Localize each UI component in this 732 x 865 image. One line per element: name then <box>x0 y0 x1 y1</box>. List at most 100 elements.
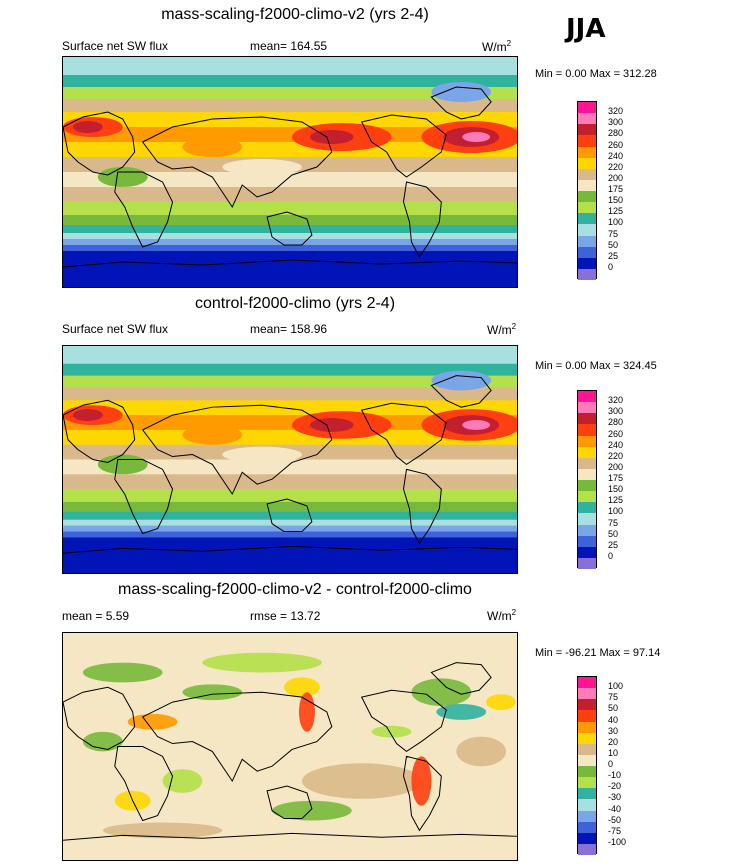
panel2-map <box>62 345 518 574</box>
colorbar-label: 75 <box>608 692 619 703</box>
map-svg <box>63 346 517 573</box>
colorbar-swatch <box>578 754 596 766</box>
colorbar-swatch <box>578 424 596 436</box>
colorbar-label: 100 <box>608 217 624 228</box>
colorbar-swatch <box>578 157 596 169</box>
colorbar-swatch <box>578 843 596 855</box>
panel3-map <box>62 632 518 861</box>
colorbar-label: 320 <box>608 395 624 406</box>
colorbar-label: 50 <box>608 239 619 250</box>
colorbar-label: 10 <box>608 747 619 758</box>
colorbar-swatch <box>578 502 596 514</box>
colorbar-label: 150 <box>608 195 624 206</box>
colorbar-label: 75 <box>608 228 619 239</box>
colorbar-swatch <box>578 766 596 778</box>
colorbar-swatch <box>578 413 596 425</box>
panel2-units: W/m2 <box>487 322 517 337</box>
colorbar-swatch <box>578 810 596 822</box>
colorbar-swatch <box>578 213 596 225</box>
colorbar-swatch <box>578 721 596 733</box>
colorbar-swatch <box>578 546 596 558</box>
colorbar-swatch <box>578 113 596 125</box>
panel1-title: mass-scaling-f2000-climo-v2 (yrs 2-4) <box>161 6 429 23</box>
panel3-colorbar <box>577 676 597 855</box>
colorbar-label: -20 <box>608 781 622 792</box>
panel3-mean-label: mean = 5.59 <box>62 609 130 623</box>
colorbar-label: 50 <box>608 703 619 714</box>
colorbar-swatch <box>578 699 596 711</box>
panel2-left-label: Surface net SW flux <box>62 322 169 336</box>
colorbar-label: 0 <box>608 550 614 561</box>
map-svg <box>63 633 517 860</box>
colorbar-swatch <box>578 224 596 236</box>
colorbar-swatch <box>578 710 596 722</box>
panel2-minmax: Min = 0.00 Max = 324.45 <box>535 360 657 372</box>
colorbar-label: 320 <box>608 106 624 117</box>
colorbar-swatch <box>578 202 596 214</box>
colorbar-swatch <box>578 124 596 136</box>
colorbar-swatch <box>578 235 596 247</box>
colorbar-swatch <box>578 146 596 158</box>
colorbar-label: 175 <box>608 473 624 483</box>
season-label: JJA <box>566 14 606 44</box>
colorbar-label: 125 <box>608 206 624 217</box>
colorbar-label: 280 <box>608 128 624 139</box>
colorbar-swatch <box>578 468 596 480</box>
colorbar-swatch <box>578 788 596 800</box>
colorbar-label: 260 <box>608 139 624 150</box>
colorbar-label: 50 <box>608 528 619 539</box>
panel1-colorbar <box>577 101 597 280</box>
panel3-title: mass-scaling-f2000-climo-v2 - control-f2… <box>118 581 472 598</box>
panel1-mean-label: mean= 164.55 <box>250 39 328 53</box>
colorbar-swatch <box>578 513 596 525</box>
panel1-left-label: Surface net SW flux <box>62 39 169 53</box>
colorbar-label: 0 <box>608 759 614 769</box>
colorbar-swatch <box>578 102 596 114</box>
colorbar-label: 240 <box>608 150 624 161</box>
panel1-minmax: Min = 0.00 Max = 312.28 <box>535 68 657 80</box>
colorbar-swatch <box>578 821 596 833</box>
colorbar-label: 25 <box>608 539 619 550</box>
colorbar-label: -50 <box>608 814 622 825</box>
colorbar-swatch <box>578 191 596 203</box>
colorbar-label: 75 <box>608 517 619 528</box>
colorbar-swatch <box>578 688 596 700</box>
colorbar-swatch <box>578 491 596 503</box>
colorbar-label: 200 <box>608 461 624 472</box>
panel2-colorbar <box>577 390 597 569</box>
colorbar-swatch <box>578 743 596 755</box>
colorbar-swatch <box>578 457 596 469</box>
panel1-units: W/m2 <box>482 39 512 54</box>
panel3-rmse-label: rmse = 13.72 <box>250 609 321 623</box>
colorbar-swatch <box>578 135 596 147</box>
colorbar-swatch <box>578 832 596 844</box>
panel3-minmax: Min = -96.21 Max = 97.14 <box>535 647 661 659</box>
colorbar-label: 200 <box>608 172 624 183</box>
panel1-map <box>62 56 518 288</box>
colorbar-label: 175 <box>608 184 624 194</box>
colorbar-swatch <box>578 557 596 569</box>
colorbar-swatch <box>578 480 596 492</box>
colorbar-swatch <box>578 179 596 191</box>
colorbar-swatch <box>578 391 596 403</box>
panel2-title: control-f2000-climo (yrs 2-4) <box>194 295 396 312</box>
colorbar-swatch <box>578 168 596 180</box>
colorbar-swatch <box>578 524 596 536</box>
map-svg <box>63 57 517 287</box>
colorbar-swatch <box>578 777 596 789</box>
colorbar-swatch <box>578 446 596 458</box>
colorbar-label: 30 <box>608 725 619 736</box>
colorbar-label: 240 <box>608 439 624 450</box>
colorbar-swatch <box>578 732 596 744</box>
colorbar-label: 20 <box>608 736 619 747</box>
colorbar-label: 300 <box>608 406 624 417</box>
colorbar-label: -10 <box>608 770 622 781</box>
colorbar-label: 0 <box>608 261 614 272</box>
colorbar-swatch <box>578 535 596 547</box>
colorbar-label: 100 <box>608 681 624 692</box>
panel2-mean-label: mean= 158.96 <box>250 322 328 336</box>
colorbar-swatch <box>578 268 596 280</box>
colorbar-swatch <box>578 246 596 258</box>
colorbar-label: 40 <box>608 714 619 725</box>
colorbar-swatch <box>578 402 596 414</box>
